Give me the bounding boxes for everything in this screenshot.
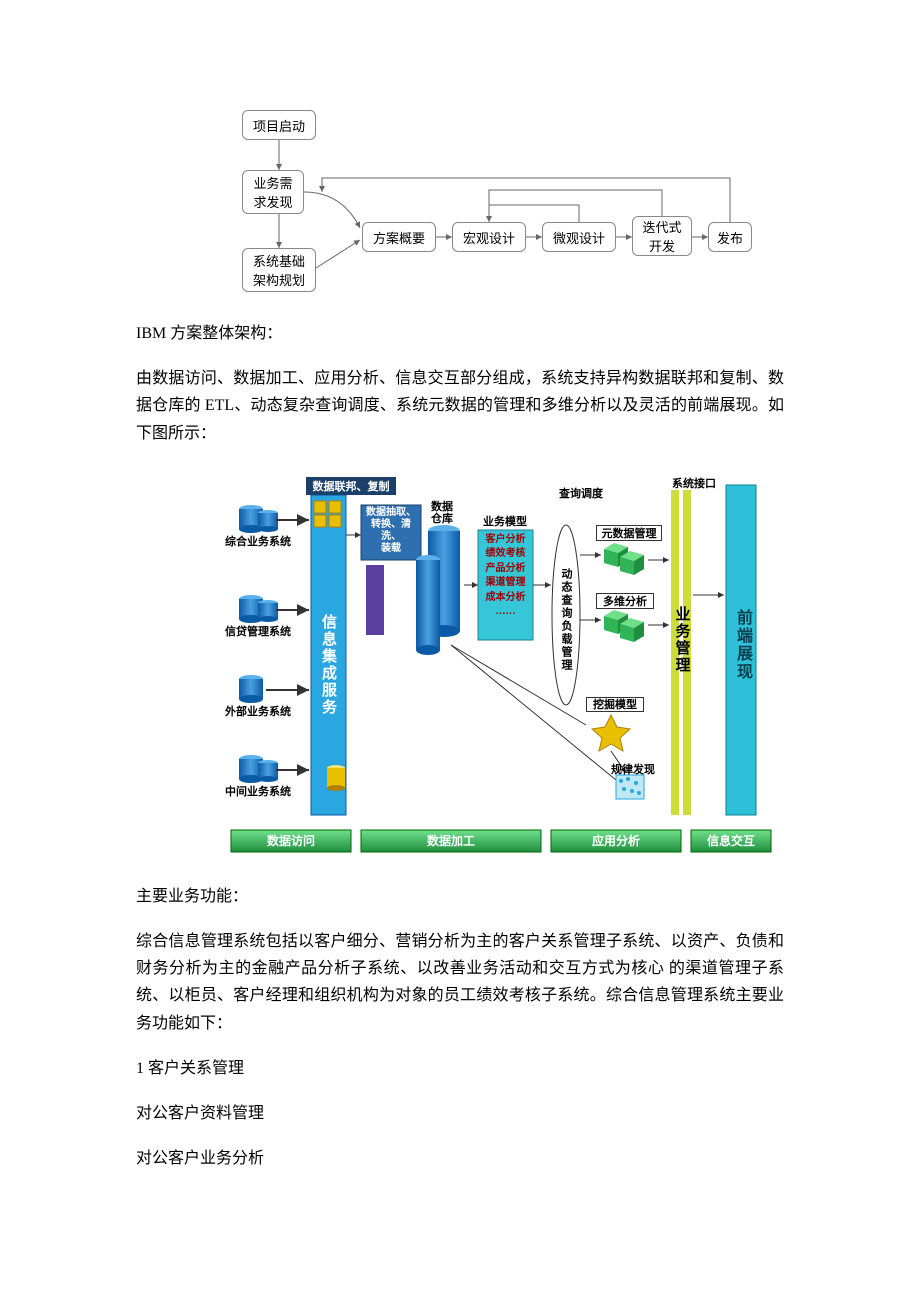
meta-label: 元数据管理 bbox=[596, 525, 662, 541]
olap-label: 多维分析 bbox=[596, 593, 654, 609]
node-iter: 迭代式 开发 bbox=[632, 216, 692, 256]
func-heading: 主要业务功能： bbox=[136, 883, 784, 910]
process-flowchart: 项目启动 业务需 求发现 系统基础 架构规划 方案概要 宏观设计 微观设计 迭代… bbox=[192, 100, 742, 300]
src-label-2: 外部业务系统 bbox=[218, 703, 298, 719]
src-label-3: 中间业务系统 bbox=[218, 783, 298, 799]
scheduler-label: 动态查询负载管理 bbox=[559, 545, 573, 695]
section-1: 1 客户关系管理 bbox=[136, 1055, 784, 1082]
bizmgmt-label: 业务管理 bbox=[673, 565, 691, 715]
architecture-diagram: 综合业务系统 信贷管理系统 外部业务系统 中间业务系统 信息集成服务 数据联邦、… bbox=[216, 465, 776, 865]
frontend-label: 前端展现 bbox=[731, 565, 753, 725]
mining-label: 挖掘模型 bbox=[586, 697, 644, 712]
arch-description: 由数据访问、数据加工、应用分析、信息交互部分组成，系统支持异构数据联邦和复制、数… bbox=[136, 365, 784, 447]
bottom-0: 数据访问 bbox=[231, 831, 351, 851]
bottom-2: 应用分析 bbox=[551, 831, 681, 851]
query-label: 查询调度 bbox=[546, 485, 616, 501]
arch-heading: IBM 方案整体架构： bbox=[136, 320, 784, 347]
integration-label: 信息集成服务 bbox=[316, 575, 341, 755]
node-pub: 发布 bbox=[708, 222, 752, 252]
section-2: 对公客户资料管理 bbox=[136, 1100, 784, 1127]
etl-label: 数据抽取、 转换、清洗、 装载 bbox=[363, 507, 419, 555]
node-sys: 系统基础 架构规划 bbox=[242, 248, 316, 292]
model-items: 客户分析 绩效考核 产品分析 渠道管理 成本分析 …… bbox=[480, 533, 531, 620]
sysapi-label: 系统接口 bbox=[664, 475, 724, 491]
pattern-label: 规律发现 bbox=[604, 761, 662, 777]
src-label-1: 信贷管理系统 bbox=[218, 623, 298, 639]
node-macro: 宏观设计 bbox=[452, 222, 526, 252]
func-body: 综合信息管理系统包括以客户细分、营销分析为主的客户关系管理子系统、以资产、负债和… bbox=[136, 928, 784, 1037]
node-start: 项目启动 bbox=[242, 110, 316, 140]
src-label-0: 综合业务系统 bbox=[218, 533, 298, 549]
node-micro: 微观设计 bbox=[542, 222, 616, 252]
bottom-1: 数据加工 bbox=[361, 831, 541, 851]
node-plan: 方案概要 bbox=[362, 222, 436, 252]
section-3: 对公客户业务分析 bbox=[136, 1145, 784, 1172]
model-label: 业务模型 bbox=[474, 513, 536, 529]
node-biz: 业务需 求发现 bbox=[242, 170, 304, 214]
bottom-3: 信息交互 bbox=[691, 831, 771, 851]
federate-label: 数据联邦、复制 bbox=[306, 477, 396, 495]
dw-label: 数据 仓库 bbox=[424, 501, 460, 525]
